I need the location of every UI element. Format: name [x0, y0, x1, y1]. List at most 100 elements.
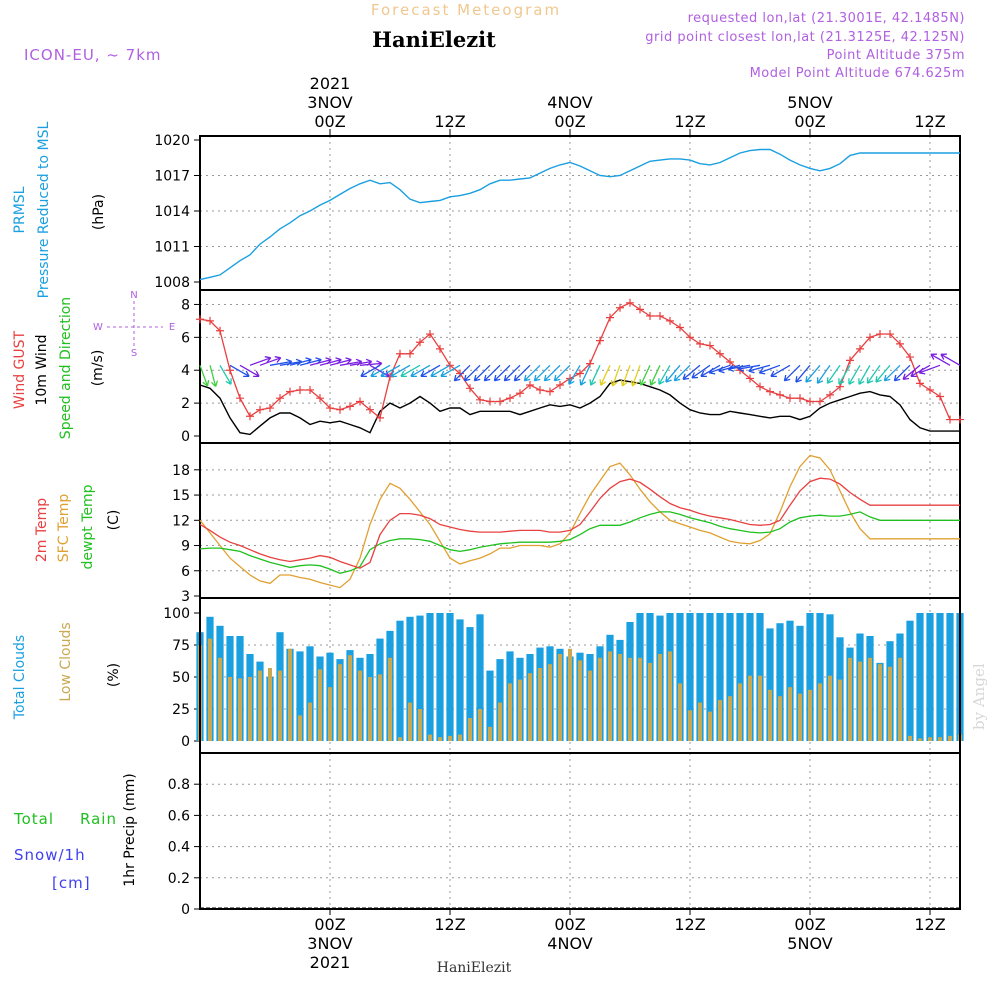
low-cloud-bar [418, 709, 422, 741]
wind-direction-arrow [816, 364, 831, 384]
total-cloud-bar [496, 659, 504, 741]
wind-direction-arrow [838, 364, 851, 385]
low-cloud-bar [728, 696, 732, 741]
gust-marker [616, 303, 624, 312]
time-label: 12Z [674, 112, 705, 131]
low-cloud-bar [598, 657, 602, 741]
time-label: 00Z [314, 112, 345, 131]
wind-direction-arrow [513, 364, 531, 382]
wind-direction-arrow [523, 364, 541, 382]
compass-rose: N S W E [93, 290, 175, 359]
low-cloud-bar [858, 661, 862, 741]
wind-direction-arrow [727, 364, 751, 372]
wind-direction-arrow [630, 365, 641, 387]
low-cloud-bar [278, 670, 282, 741]
wind-direction-arrow [665, 364, 681, 383]
wind-panel: 0 2 4 6 8 [181, 289, 964, 445]
wind-direction-arrow [848, 364, 861, 385]
wind-direction-arrow [553, 364, 571, 382]
total-cloud-bar [766, 628, 774, 741]
pressure-unit: (hPa) [91, 194, 107, 230]
wind-direction-arrow [410, 364, 431, 378]
gust-marker [466, 384, 474, 393]
wind-direction-arrow [737, 364, 761, 372]
gust-marker [486, 397, 494, 406]
gust-marker [356, 397, 364, 406]
temp-ytick-label: 18 [172, 463, 190, 479]
low-cloud-bar [678, 683, 682, 741]
gust-marker [676, 323, 684, 332]
wind-direction-arrow [533, 364, 551, 382]
wind-direction-arrow [483, 364, 501, 382]
gust-marker [416, 338, 424, 347]
wind-direction-arrow [930, 353, 951, 366]
gust-marker [496, 397, 504, 406]
pressure-panel: 1008 1011 1014 1017 1020 [154, 133, 961, 291]
gust-marker [636, 305, 644, 314]
gust-marker [746, 374, 754, 383]
low-cloud-bar [398, 737, 402, 741]
snow-unit-label: [cm] [52, 874, 91, 892]
temp-ytick-label: 3 [181, 589, 190, 605]
gust-marker [426, 330, 434, 339]
temp-ytick-label: 9 [181, 539, 190, 555]
total-cloud-bar [436, 613, 444, 741]
low-cloud-bar [698, 702, 702, 741]
gust-marker [686, 333, 694, 342]
gust-marker [576, 369, 584, 378]
gust-marker [216, 326, 224, 335]
low-cloud-bar [828, 675, 832, 741]
product-title: Forecast Meteogram [371, 1, 561, 19]
total-cloud-bar [456, 619, 464, 741]
total-cloud-bar [906, 620, 914, 741]
wind-direction-arrow [400, 364, 421, 378]
low-cloud-bar [408, 702, 412, 741]
wind-direction-arrow [858, 364, 871, 385]
temperature-panel: 3 6 9 12 15 18 [172, 442, 961, 605]
temp-sfc-label: SFC Temp [56, 494, 72, 563]
wind-direction-arrow [875, 364, 891, 383]
temp-2m-label: 2m Temp [34, 498, 50, 562]
low-cloud-bar [838, 679, 842, 741]
low-cloud-bar [478, 709, 482, 741]
time-label: 2021 [310, 74, 351, 93]
low-cloud-bar [368, 677, 372, 741]
gust-marker [196, 315, 204, 324]
low-cloud-bar [888, 666, 892, 741]
wind-direction-arrow [691, 364, 711, 379]
low-cloud-bar [578, 660, 582, 741]
gust-marker [726, 358, 734, 366]
wind-direction-arrow [940, 353, 961, 366]
time-label: 3NOV [307, 934, 352, 953]
wind-direction-arrow [239, 364, 260, 378]
gust-marker [206, 316, 214, 325]
wind-direction-arrow [783, 364, 801, 382]
low-cloud-bar [638, 657, 642, 741]
wind-ytick-label: 8 [181, 297, 190, 313]
compass-s: S [131, 348, 137, 359]
wind-direction-arrow [380, 364, 401, 378]
gust-marker [276, 394, 284, 403]
wind-direction-label: Speed and Direction [58, 297, 74, 439]
footer-station: HaniElezit [437, 960, 512, 976]
total-cloud-bar [816, 613, 824, 741]
low-cloud-bar [788, 687, 792, 741]
pressure-ytick-label: 1011 [154, 240, 190, 256]
low-cloud-bar [528, 673, 532, 741]
gust-marker [666, 316, 674, 325]
gust-marker [846, 356, 854, 365]
clouds-panel: 0 25 50 75 100 [163, 597, 964, 754]
low-cloud-bar [498, 702, 502, 741]
gust-marker [256, 405, 264, 414]
low-cloud-bar [908, 735, 912, 741]
low-cloud-bar [458, 734, 462, 741]
gust-marker [766, 387, 774, 396]
low-cloud-bar [948, 735, 952, 741]
low-cloud-bar [738, 683, 742, 741]
wind-direction-arrow [229, 364, 250, 378]
gust-marker [756, 382, 764, 391]
low-cloud-bar [378, 674, 382, 741]
dewpt-temp-line [199, 511, 960, 574]
model-altitude: Model Point Altitude 674.625m [750, 66, 965, 81]
